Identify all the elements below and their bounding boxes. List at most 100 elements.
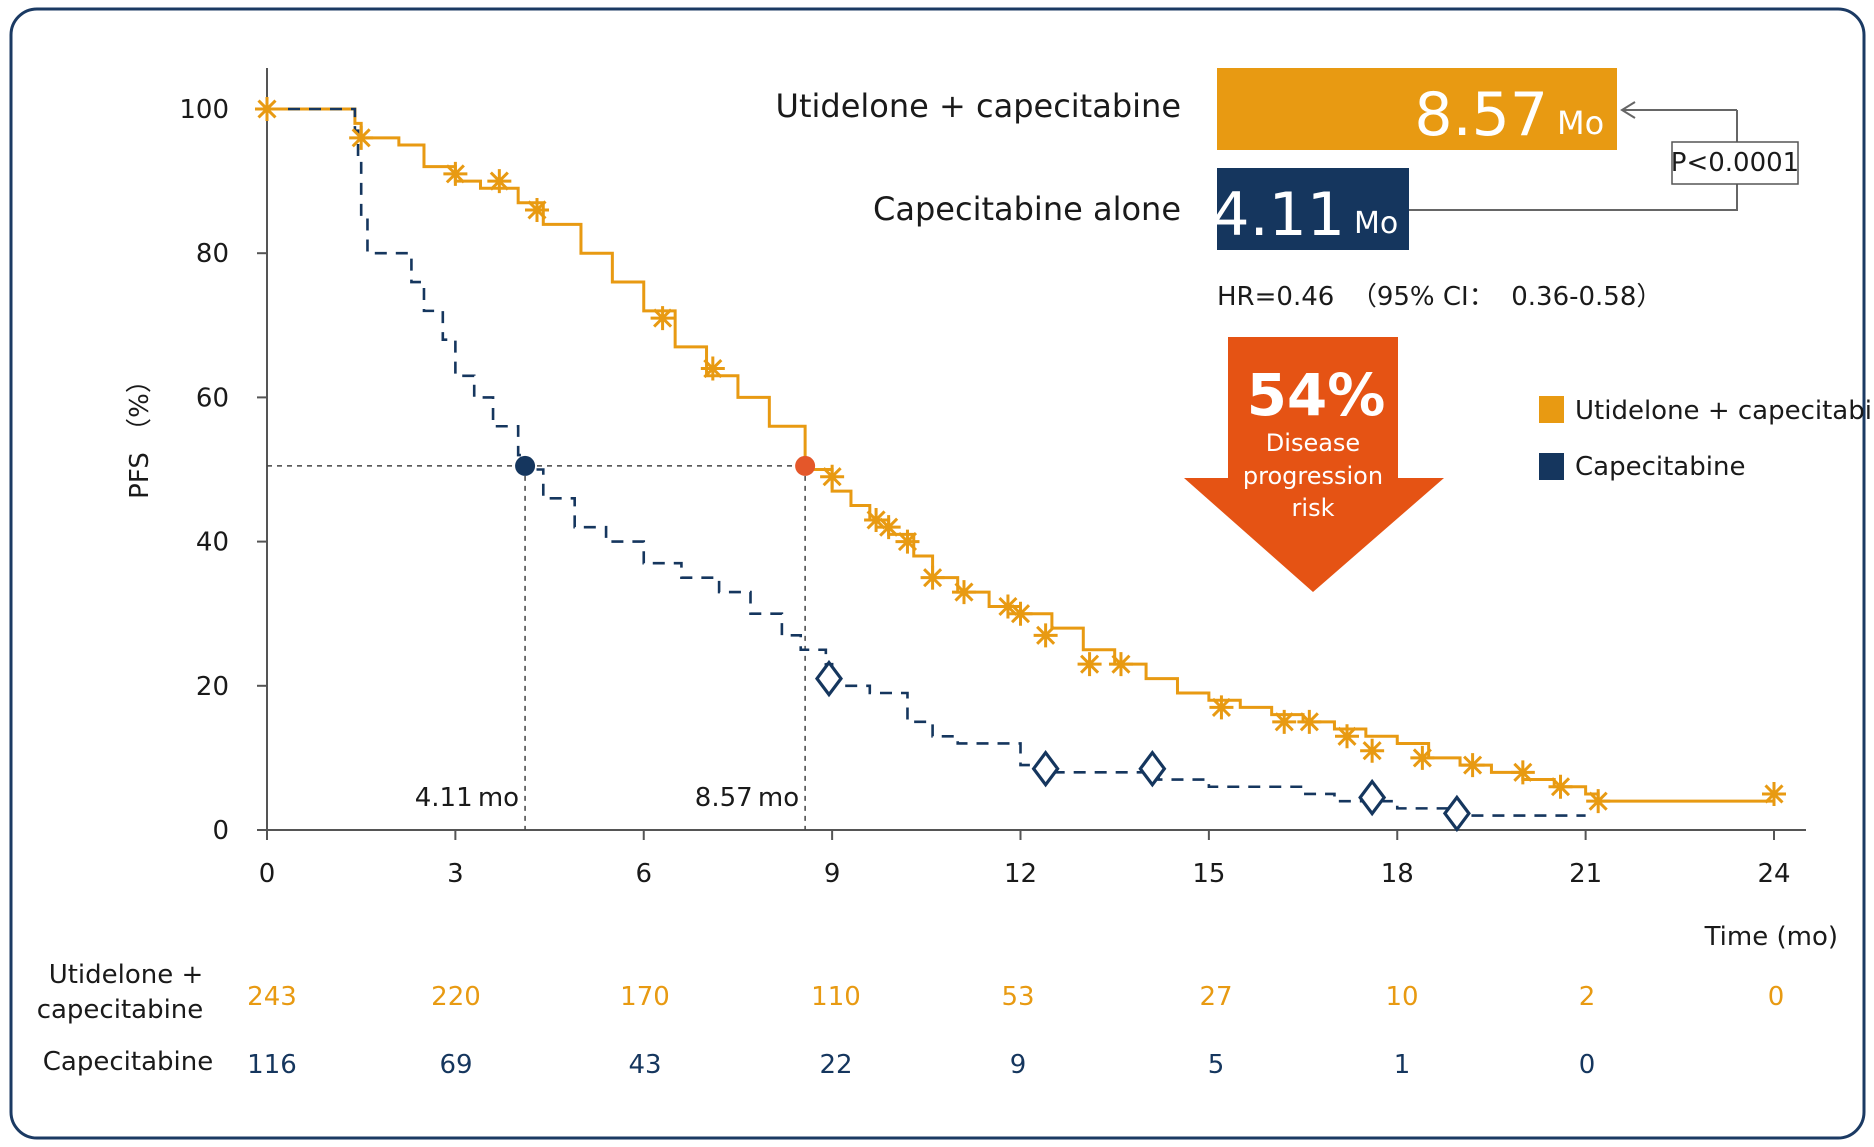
median-guides (267, 465, 806, 830)
y-tick-label: 20 (196, 672, 229, 702)
utidelone-censor-mark (1209, 695, 1234, 720)
capecitabine-censor-mark (1031, 750, 1060, 788)
y-tick-label: 80 (196, 239, 229, 269)
risk-reduction-line3: risk (1292, 494, 1335, 522)
arrow-shape (1184, 337, 1444, 592)
utidelone-censor-mark (349, 125, 374, 150)
utidelone-censor-mark (1460, 753, 1485, 778)
median-label-utidelone: 8.57 mo (695, 783, 799, 813)
utidelone-censor-mark (1297, 709, 1322, 734)
risk-value-utidelone: 10 (1385, 982, 1418, 1012)
risk-value-capecitabine: 22 (819, 1050, 852, 1080)
x-tick-label: 6 (635, 859, 652, 889)
risk-value-capecitabine: 43 (628, 1050, 661, 1080)
utidelone-censor-mark (255, 97, 279, 121)
utidelone-censor-mark (864, 507, 889, 532)
utidelone-censor-mark (1586, 789, 1611, 814)
utidelone-censor-mark (1410, 745, 1435, 770)
capecitabine-curve (267, 107, 1586, 817)
summary-unit-utidelone: Mo (1557, 104, 1604, 142)
risk-value-utidelone: 220 (431, 982, 481, 1012)
summary-label-utidelone: Utidelone + capecitabine (776, 87, 1181, 125)
x-tick-label: 21 (1569, 859, 1602, 889)
risk-row-label-utidelone-2: capecitabine (37, 995, 204, 1025)
risk-value-capecitabine: 9 (1010, 1050, 1027, 1080)
x-ticks: 0 3 6 9 12 15 18 21 24 (259, 830, 1791, 889)
risk-value-utidelone: 53 (1001, 982, 1034, 1012)
censor-markers (255, 97, 1786, 833)
summary-unit-capecitabine: Mo (1354, 206, 1398, 241)
risk-value-utidelone: 0 (1768, 982, 1785, 1012)
number-at-risk-table: Utidelone + capecitabine Capecitabine 24… (37, 960, 1785, 1080)
risk-value-utidelone: 110 (811, 982, 861, 1012)
summary-value-utidelone: 8.57 (1414, 80, 1548, 150)
summary-bar-utidelone (1217, 68, 1617, 150)
summary-bar-capecitabine (1217, 168, 1409, 250)
legend-swatch-utidelone (1539, 396, 1564, 423)
legend-label-capecitabine: Capecitabine (1575, 452, 1745, 482)
x-tick-label: 3 (447, 859, 464, 889)
median-label-capecitabine: 4.11 mo (415, 783, 519, 813)
risk-value-capecitabine: 69 (439, 1050, 472, 1080)
utidelone-censor-mark (525, 197, 550, 222)
p-value-bracket-tick (1620, 101, 1636, 119)
risk-value-capecitabine: 1 (1394, 1050, 1411, 1080)
utidelone-censor-mark (1033, 623, 1058, 648)
utidelone-censor-mark (951, 580, 976, 605)
x-tick-label: 9 (824, 859, 841, 889)
median-markers: 8.57 mo 4.11 mo (415, 455, 816, 813)
y-tick-label: 100 (179, 95, 229, 125)
x-tick-label: 24 (1757, 859, 1790, 889)
x-tick-label: 12 (1004, 859, 1037, 889)
y-tick-label: 0 (212, 816, 229, 846)
utidelone-censor-mark (1510, 760, 1535, 785)
risk-reduction-line2: progression (1243, 462, 1383, 490)
legend-swatch-capecitabine (1539, 453, 1564, 480)
utidelone-censor-mark (1272, 709, 1297, 734)
utidelone-censor-mark (920, 565, 945, 590)
risk-value-capecitabine: 116 (247, 1050, 297, 1080)
median-dot-capecitabine (515, 455, 536, 476)
utidelone-censor-mark (1762, 781, 1786, 806)
y-ticks: 0 20 40 60 80 100 (179, 95, 267, 846)
utidelone-censor-mark (443, 161, 468, 186)
y-axis-title: PFS （%） (125, 367, 155, 499)
axes: 0 20 40 60 80 100 0 3 6 9 12 15 18 21 24 (179, 68, 1806, 889)
utidelone-censor-mark (995, 594, 1020, 619)
legend-label-utidelone: Utidelone + capecitabine (1575, 396, 1874, 426)
capecitabine-censor-mark (1442, 794, 1471, 833)
median-dot-utidelone (795, 455, 816, 476)
utidelone-censor-mark (1108, 652, 1133, 677)
utidelone-censor-mark (1335, 724, 1360, 749)
p-value-text: P<0.0001 (1671, 148, 1799, 178)
utidelone-censor-mark (876, 515, 901, 540)
utidelone-censor-mark (650, 306, 675, 331)
risk-value-capecitabine: 0 (1579, 1050, 1596, 1080)
utidelone-censor-mark (895, 529, 920, 554)
y-tick-label: 60 (196, 383, 229, 413)
utidelone-censor-mark (700, 356, 725, 381)
risk-row-label-utidelone-1: Utidelone + (49, 960, 204, 990)
summary-panel: Utidelone + capecitabine 8.57 Mo Capecit… (776, 68, 1799, 312)
utidelone-censor-mark (1360, 738, 1385, 763)
hazard-ratio-text: HR=0.46 （95% CI： 0.36-0.58） (1217, 282, 1662, 312)
capecitabine-censor-mark (1358, 778, 1387, 817)
utidelone-censor-mark (1077, 652, 1102, 677)
utidelone-censor-mark (487, 169, 512, 194)
utidelone-censor-mark (820, 464, 845, 489)
risk-value-utidelone: 243 (247, 982, 297, 1012)
risk-value-utidelone: 27 (1199, 982, 1232, 1012)
x-tick-label: 15 (1192, 859, 1225, 889)
p-value-box (1671, 141, 1799, 185)
utidelone-censor-mark (1008, 601, 1033, 626)
risk-row-label-capecitabine: Capecitabine (43, 1047, 213, 1077)
y-tick-label: 40 (196, 528, 229, 558)
utidelone-censor-mark (1548, 774, 1573, 799)
capecitabine-censor-mark (1138, 750, 1167, 788)
x-axis-title: Time (mo) (1704, 922, 1838, 952)
legend: Utidelone + capecitabine Capecitabine (1539, 396, 1874, 482)
risk-value-utidelone: 2 (1579, 982, 1596, 1012)
x-tick-label: 18 (1381, 859, 1414, 889)
